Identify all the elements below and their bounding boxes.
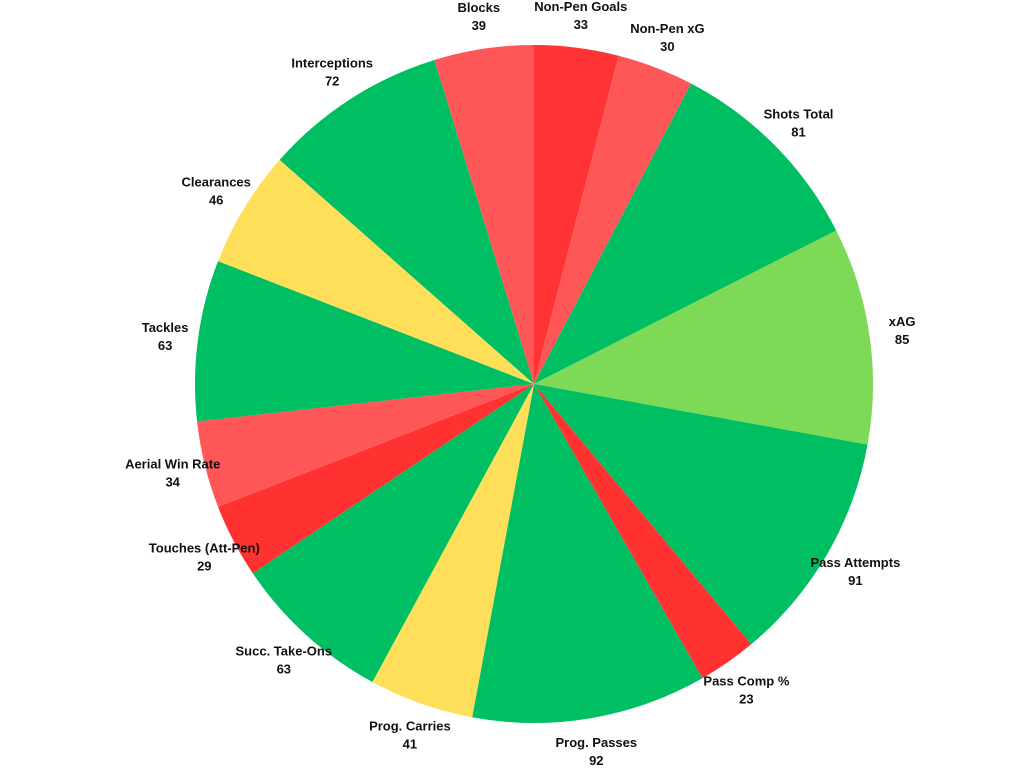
slice-label-touches-att-pen: Touches (Att-Pen) [149, 540, 260, 555]
slice-label-tackles: Tackles [142, 320, 189, 335]
pie-slice-tackles [194, 261, 535, 422]
slice-label-blocks: Blocks [457, 0, 500, 15]
pie-slices [194, 44, 874, 723]
slice-label-prog-passes: Prog. Passes [555, 735, 637, 750]
slice-value-prog-passes: 92 [589, 753, 603, 768]
pie-slice-touches-att-pen [218, 384, 534, 574]
pie-slice-blocks [434, 44, 534, 384]
pie-slice-clearances [218, 159, 534, 384]
pie-slice-interceptions [279, 59, 534, 384]
pie-slice-non-pen-xg [534, 55, 692, 384]
slice-value-aerial-win-rate: 34 [165, 475, 180, 490]
slice-value-clearances: 46 [209, 193, 223, 208]
pie-slice-aerial-win-rate [197, 384, 534, 507]
pie-slice-succ-take-ons [252, 384, 534, 683]
pie-slice-shots-total [534, 83, 837, 385]
slice-label-prog-carries: Prog. Carries [369, 719, 451, 734]
slice-label-pass-comp: Pass Comp % [703, 673, 789, 688]
slice-value-blocks: 39 [472, 18, 486, 33]
slice-value-tackles: 63 [158, 338, 172, 353]
slice-label-non-pen-goals: Non-Pen Goals [534, 0, 627, 14]
slice-value-xag: 85 [895, 332, 909, 347]
slice-label-non-pen-xg: Non-Pen xG [630, 21, 704, 36]
slice-value-touches-att-pen: 29 [197, 558, 211, 573]
slice-value-succ-take-ons: 63 [277, 661, 291, 676]
slice-value-prog-carries: 41 [403, 737, 417, 752]
pie-slice-pass-attempts [534, 384, 868, 645]
slice-label-clearances: Clearances [182, 175, 251, 190]
slice-value-interceptions: 72 [325, 74, 339, 89]
slice-label-succ-take-ons: Succ. Take-Ons [236, 643, 333, 658]
pie-slice-prog-carries [372, 384, 534, 718]
pie-slice-non-pen-goals [534, 45, 619, 384]
pie-slice-xag [534, 230, 874, 445]
slice-value-shots-total: 81 [791, 125, 805, 140]
slice-value-pass-comp: 23 [739, 691, 753, 706]
pie-slice-prog-passes [472, 384, 703, 723]
pie-slice-pass-comp [534, 384, 752, 679]
slice-label-shots-total: Shots Total [764, 107, 834, 122]
slice-value-non-pen-goals: 33 [574, 17, 588, 32]
slice-label-xag: xAG [889, 314, 916, 329]
slice-value-pass-attempts: 91 [848, 573, 862, 588]
slice-label-aerial-win-rate: Aerial Win Rate [125, 457, 220, 472]
slice-label-pass-attempts: Pass Attempts [810, 555, 900, 570]
slice-value-non-pen-xg: 30 [660, 39, 674, 54]
slice-label-interceptions: Interceptions [291, 56, 373, 71]
pie-labels: Non-Pen Goals 33 Non-Pen xG 30 Shots Total 81… [125, 0, 915, 768]
